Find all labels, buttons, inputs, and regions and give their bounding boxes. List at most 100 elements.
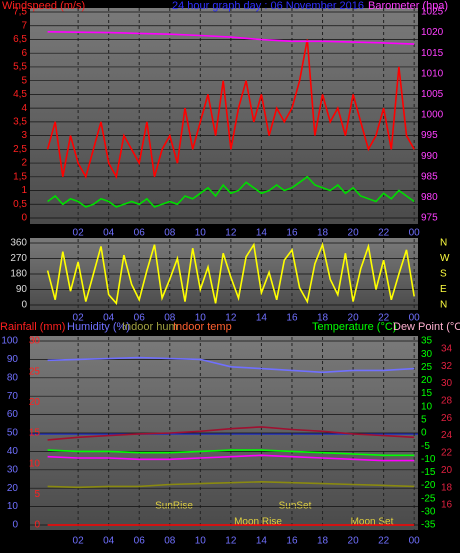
x-tick-label: 10 [195, 228, 207, 239]
x-tick-label: 16 [286, 313, 298, 324]
y2-tick-label: -35 [421, 520, 436, 531]
y2-axis-title: Barometer (hpa) [368, 0, 448, 12]
series-line [47, 426, 415, 441]
x-tick-label: 10 [195, 536, 207, 547]
y2-tick-label: 1020 [421, 27, 444, 38]
y2-tick-label: -5 [421, 441, 430, 452]
x-tick-label: 20 [348, 228, 360, 239]
x-tick-label: 04 [103, 228, 115, 239]
x-tick-label: 22 [378, 536, 390, 547]
x-tick-label: 16 [286, 536, 298, 547]
x-tick-label: 02 [73, 228, 85, 239]
y2-tick-label: S [440, 269, 447, 280]
y-tick-label: 60 [7, 409, 19, 420]
series-line [47, 480, 415, 489]
y4-tick-label: 25 [29, 366, 41, 377]
y-tick-label: 3 [21, 130, 27, 141]
y2-tick-label: 975 [421, 213, 438, 224]
y-tick-label: 0 [21, 213, 27, 224]
annotation: SunSet [279, 501, 312, 512]
y-tick-label: 360 [10, 238, 27, 249]
series-line [47, 454, 415, 462]
x-tick-label: 02 [73, 313, 85, 324]
y-tick-label: 6 [21, 48, 27, 59]
y-tick-label: 40 [7, 446, 19, 457]
y3-tick-label: 34 [441, 343, 453, 354]
y-tick-label: 90 [16, 284, 28, 295]
y-tick-label: 1 [21, 185, 27, 196]
x-tick-label: 08 [164, 313, 176, 324]
legend-label: Indoor hum [122, 321, 178, 333]
series-line [47, 449, 415, 457]
legend-label: Rainfall (mm) [0, 321, 65, 333]
y2-tick-label: N [440, 300, 447, 311]
x-tick-label: 20 [348, 313, 360, 324]
x-tick-label: 06 [134, 313, 146, 324]
y3-tick-label: 32 [441, 361, 453, 372]
y3-tick-label: 30 [441, 378, 453, 389]
y-tick-label: 10 [7, 501, 19, 512]
y-tick-label: 90 [7, 354, 19, 365]
series-line [46, 39, 415, 180]
y-tick-label: 7,5 [13, 7, 27, 18]
x-tick-label: 16 [286, 228, 298, 239]
y-axis-title: Windspeed (m/s) [2, 0, 85, 12]
y2-tick-label: -15 [421, 467, 436, 478]
y4-tick-label: 15 [29, 428, 41, 439]
y3-tick-label: 16 [441, 500, 453, 511]
y2-tick-label: -20 [421, 480, 436, 491]
x-tick-label: 12 [225, 228, 237, 239]
y4-tick-label: 10 [29, 458, 41, 469]
x-tick-label: 04 [103, 313, 115, 324]
y2-tick-label: -25 [421, 493, 436, 504]
legend-label: Dew Point (°C) [393, 321, 460, 333]
y-tick-label: 0 [12, 520, 18, 531]
series-line [47, 356, 415, 374]
annotation: SunRise [155, 501, 193, 512]
x-tick-label: 14 [256, 313, 268, 324]
y-tick-label: 100 [1, 336, 18, 347]
x-tick-label: 18 [317, 228, 329, 239]
y2-tick-label: 990 [421, 151, 438, 162]
y2-tick-label: 1015 [421, 48, 444, 59]
y-tick-label: 270 [10, 253, 27, 264]
y-tick-label: 0,5 [13, 199, 27, 210]
y4-tick-label: 20 [29, 397, 41, 408]
y3-tick-label: 20 [441, 465, 453, 476]
y2-tick-label: 980 [421, 192, 438, 203]
y2-tick-label: W [440, 253, 450, 264]
y3-tick-label: 24 [441, 430, 453, 441]
legend-label: Humidity (%) [67, 321, 130, 333]
y2-tick-label: 20 [421, 375, 433, 386]
y2-tick-label: 1005 [421, 89, 444, 100]
y2-tick-label: 5 [421, 414, 427, 425]
legend-label: Indoor temp [173, 321, 232, 333]
y-tick-label: 30 [7, 464, 19, 475]
x-tick-label: 12 [225, 536, 237, 547]
x-tick-label: 22 [378, 228, 390, 239]
x-tick-label: 00 [409, 228, 421, 239]
y2-tick-label: 0 [421, 428, 427, 439]
y-tick-label: 3,5 [13, 117, 27, 128]
x-tick-label: 18 [317, 536, 329, 547]
y3-tick-label: 26 [441, 413, 453, 424]
y2-tick-label: 35 [421, 336, 433, 347]
y2-tick-label: 30 [421, 349, 433, 360]
x-tick-label: 06 [134, 228, 146, 239]
y-tick-label: 7 [21, 20, 27, 31]
x-tick-label: 10 [195, 313, 207, 324]
y2-tick-label: N [440, 238, 447, 249]
x-tick-label: 20 [348, 536, 360, 547]
y-tick-label: 2,5 [13, 144, 27, 155]
y2-tick-label: -10 [421, 454, 436, 465]
chart-title: 24 hour graph day : 06 November 2016 [172, 0, 364, 12]
y2-tick-label: 1025 [421, 7, 444, 18]
series-line [47, 175, 415, 208]
y4-tick-label: 0 [34, 520, 40, 531]
y-tick-label: 1,5 [13, 171, 27, 182]
y-tick-label: 4 [21, 103, 27, 114]
x-tick-label: 00 [409, 313, 421, 324]
y2-tick-label: 995 [421, 130, 438, 141]
x-tick-label: 14 [256, 228, 268, 239]
y2-tick-label: 1010 [421, 68, 444, 79]
